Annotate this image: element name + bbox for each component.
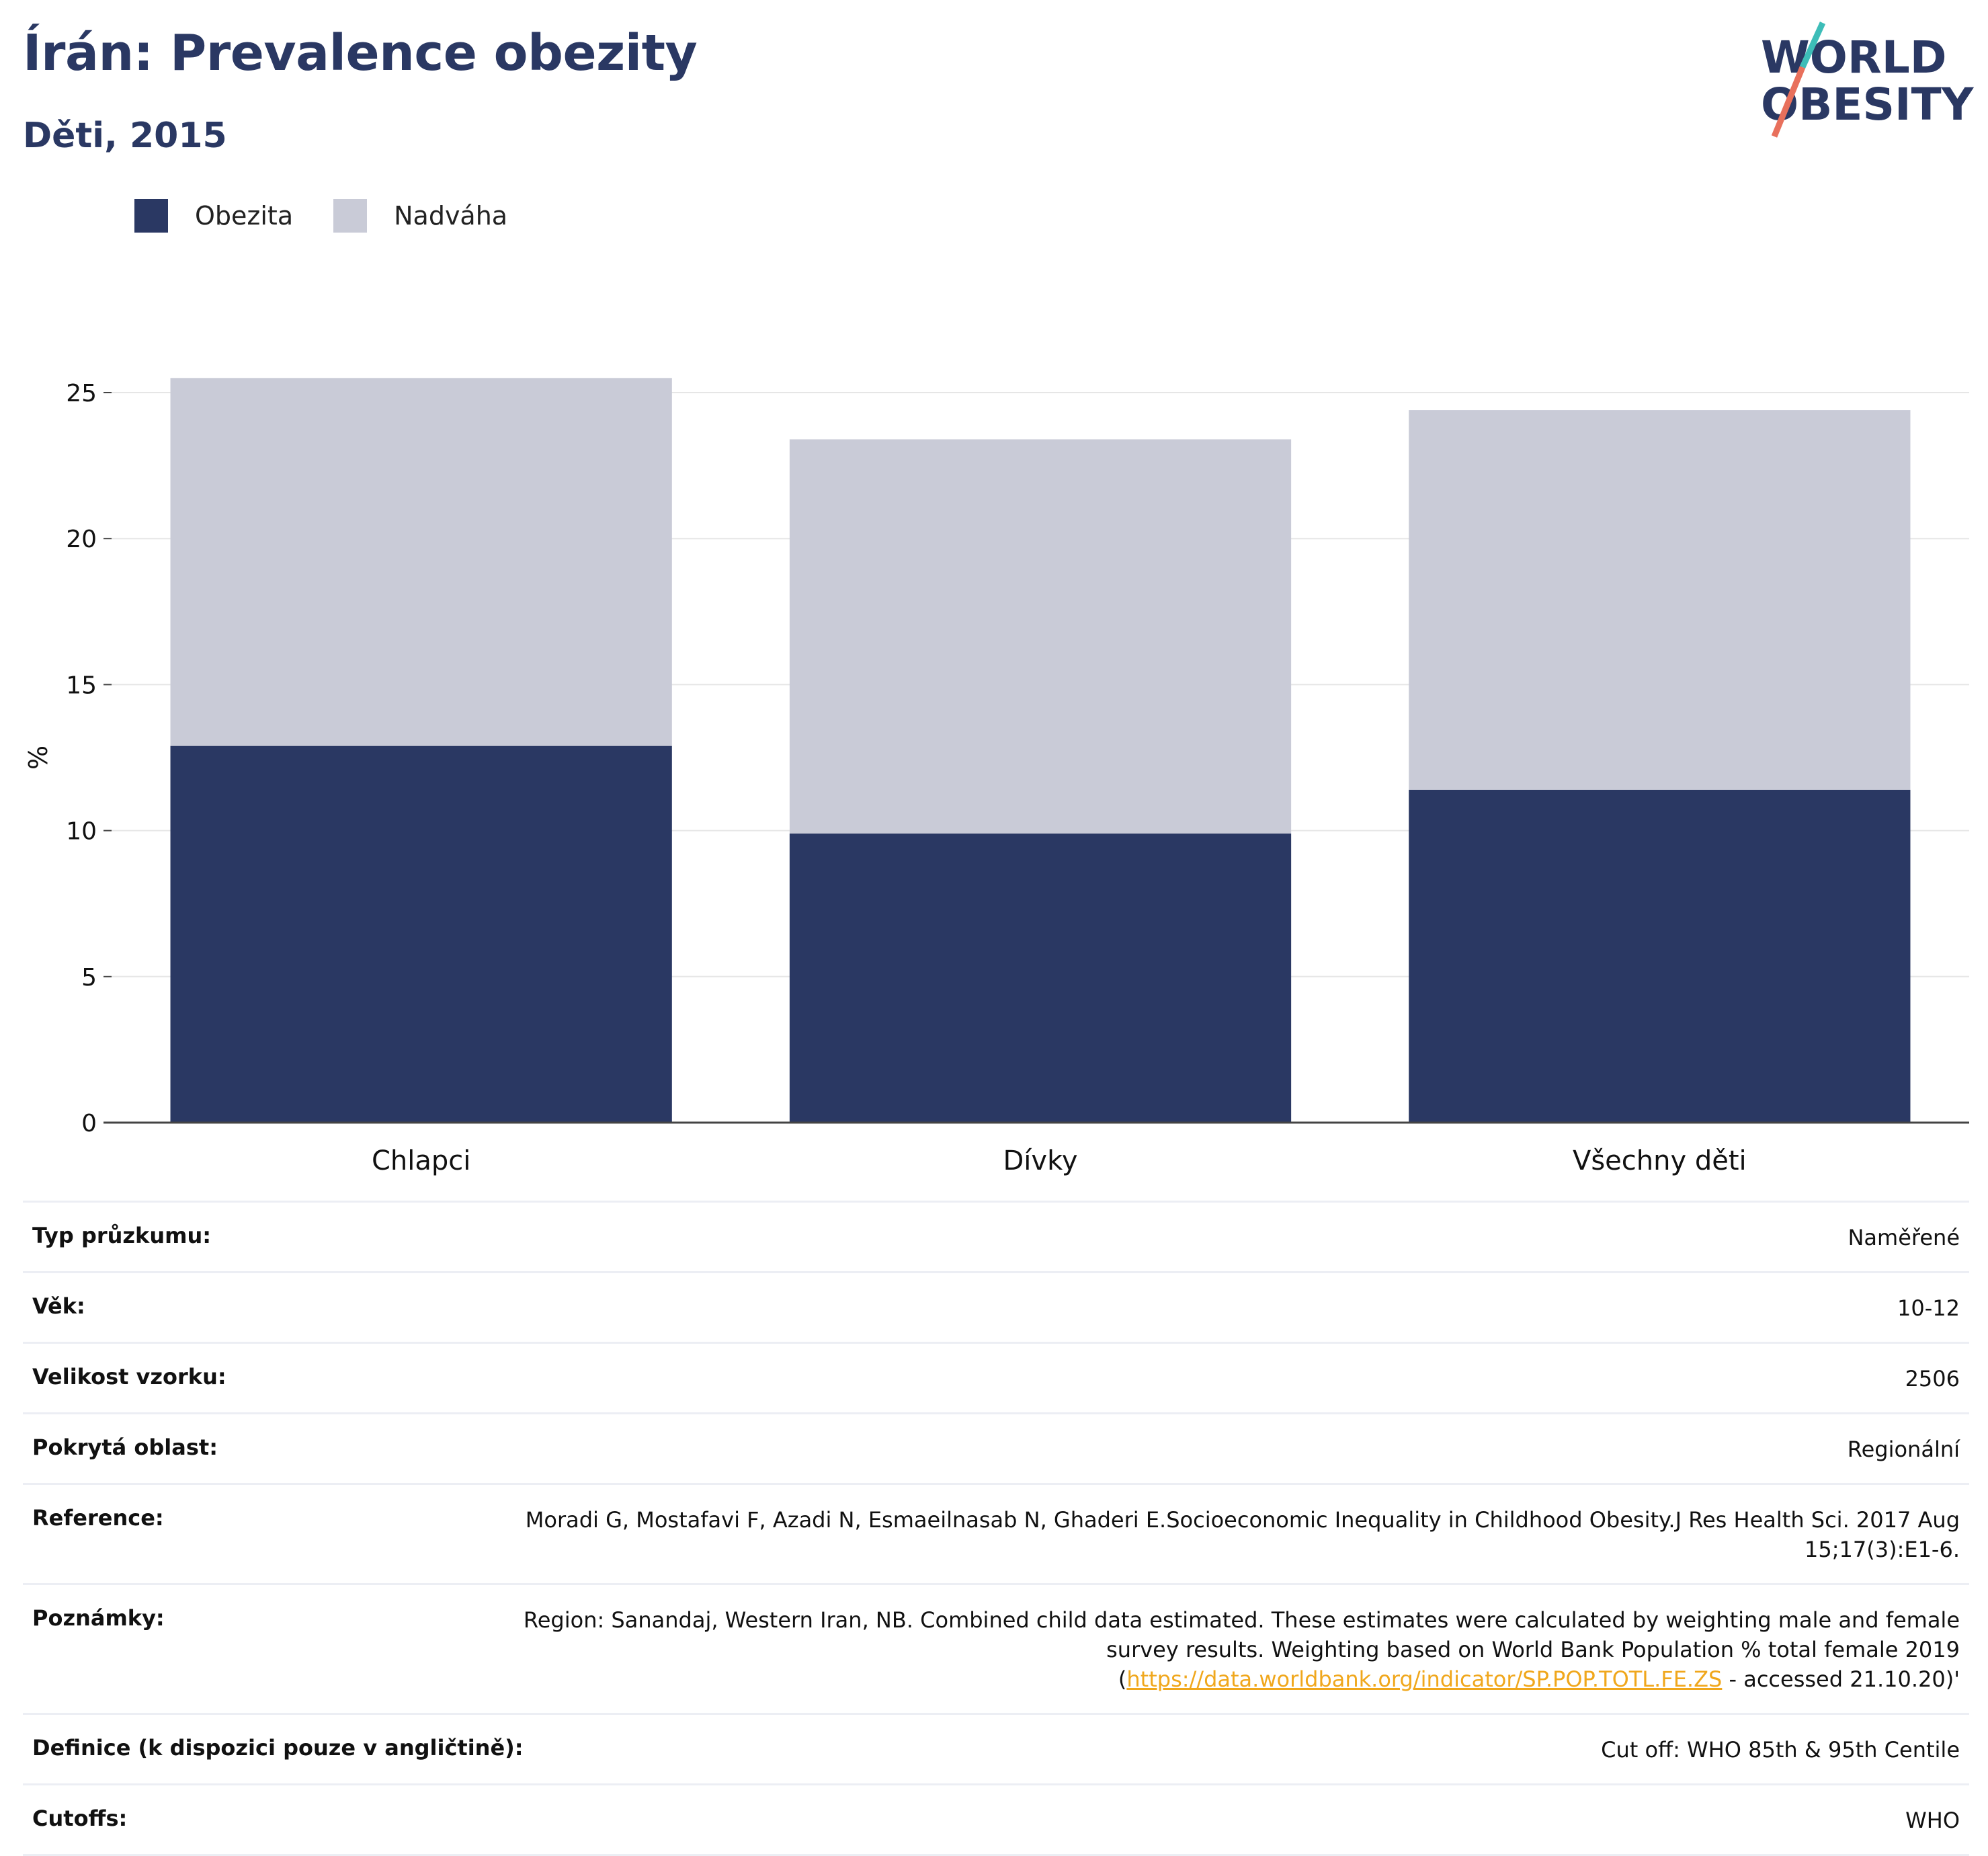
y-tick-label: 25 xyxy=(66,380,97,407)
svg-text:WORLD: WORLD xyxy=(1761,32,1947,83)
details-row: Věk: 10-12 xyxy=(23,1271,1969,1342)
legend-swatch-nadvaha xyxy=(333,199,368,233)
details-value: 2506 xyxy=(1905,1366,1960,1391)
details-table: Typ průzkumu: Naměřené Věk: 10-12 Velikost v… xyxy=(23,1201,1969,1856)
y-tick-label: 20 xyxy=(66,526,97,553)
details-row: Poznámky: Region: Sanandaj, Western Iran,… xyxy=(23,1583,1969,1713)
details-value: Region: Sanandaj, Western Iran, NB. Comb… xyxy=(523,1607,1960,1692)
bar-nadváha-0 xyxy=(170,378,672,746)
details-key: Věk: xyxy=(32,1293,85,1319)
details-row: Velikost vzorku: 2506 xyxy=(23,1342,1969,1412)
world-obesity-logo: WORLD OBESITY xyxy=(1761,22,1975,138)
details-value: Regionální xyxy=(1847,1437,1960,1462)
chart-legend: Obezita Nadváha xyxy=(134,199,548,233)
legend-item-obezita[interactable]: Obezita xyxy=(134,199,293,233)
y-tick-label: 0 xyxy=(81,1110,97,1137)
details-row: Reference: Moradi G, Mostafavi F, Azadi N… xyxy=(23,1483,1969,1583)
details-key: Poznámky: xyxy=(32,1605,165,1631)
details-value: Cut off: WHO 85th & 95th Centile xyxy=(1601,1737,1960,1763)
details-row: Cutoffs: WHO xyxy=(23,1783,1969,1856)
legend-item-nadvaha[interactable]: Nadváha xyxy=(333,199,507,233)
x-tick-label: Dívky xyxy=(1003,1145,1078,1176)
details-key: Cutoffs: xyxy=(32,1806,128,1831)
bar-nadváha-1 xyxy=(789,439,1292,834)
y-axis-label: % xyxy=(24,745,53,770)
y-tick-label: 15 xyxy=(66,672,97,699)
details-key: Reference: xyxy=(32,1505,164,1531)
bar-nadváha-2 xyxy=(1409,410,1911,790)
bar-chart: 0 5 10 15 20 25% Chlapci Dívky Všechny děti xyxy=(24,378,1969,1176)
worldbank-link[interactable]: https://data.worldbank.org/indicator/SP.… xyxy=(1126,1666,1723,1692)
details-value: Moradi G, Mostafavi F, Azadi N, Esmaeiln… xyxy=(525,1507,1960,1562)
bar-obezita-0 xyxy=(170,745,672,1123)
details-key: Definice (k dispozici pouze v angličtině… xyxy=(32,1735,524,1761)
details-row: Pokrytá oblast: Regionální xyxy=(23,1412,1969,1483)
y-tick-label: 10 xyxy=(66,818,97,846)
legend-label-obezita: Obezita xyxy=(195,201,294,231)
legend-swatch-obezita xyxy=(134,199,168,233)
details-row: Typ průzkumu: Naměřené xyxy=(23,1201,1969,1271)
details-value: Naměřené xyxy=(1848,1225,1960,1250)
details-key: Typ průzkumu: xyxy=(32,1223,212,1248)
details-row: Definice (k dispozici pouze v angličtině… xyxy=(23,1713,1969,1783)
bar-obezita-1 xyxy=(789,833,1292,1123)
details-key: Velikost vzorku: xyxy=(32,1364,226,1389)
y-tick-label: 5 xyxy=(81,964,97,992)
bar-obezita-2 xyxy=(1409,789,1911,1123)
legend-label-nadvaha: Nadváha xyxy=(394,201,508,231)
page-subtitle: Děti, 2015 xyxy=(23,116,227,156)
details-key: Pokrytá oblast: xyxy=(32,1435,218,1460)
details-value: 10-12 xyxy=(1897,1295,1960,1321)
x-tick-label: Chlapci xyxy=(372,1145,470,1176)
page-title: Írán: Prevalence obezity xyxy=(23,24,698,82)
details-value: WHO xyxy=(1905,1808,1960,1833)
x-tick-label: Všechny děti xyxy=(1573,1145,1747,1176)
